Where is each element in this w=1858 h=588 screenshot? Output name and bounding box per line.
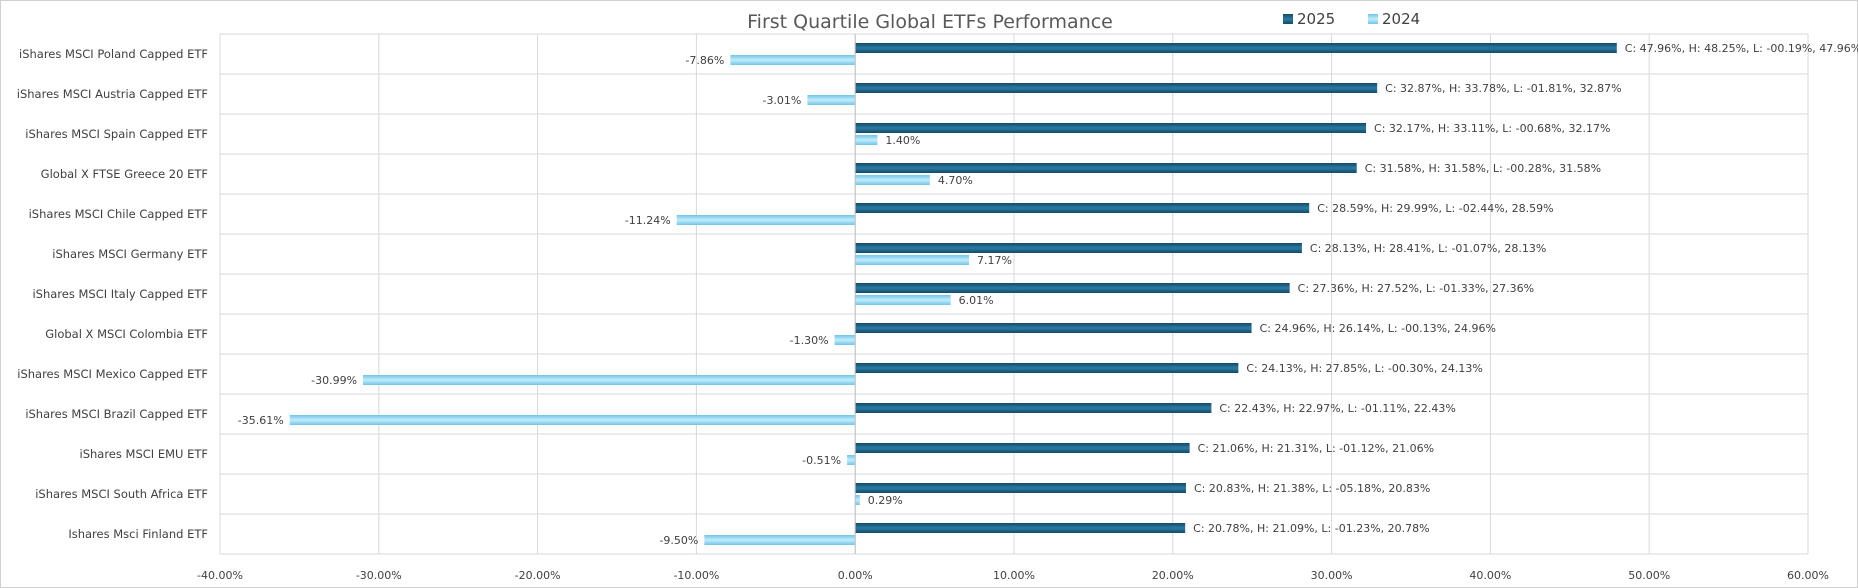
data-label-2024: 4.70% xyxy=(938,174,973,187)
x-tick-label: 60.00% xyxy=(1787,569,1829,582)
data-label-2024: -1.30% xyxy=(790,334,829,347)
bar-2024 xyxy=(730,55,856,65)
data-label-2025: C: 32.87%, H: 33.78%, L: -01.81%, 32.87% xyxy=(1385,82,1621,95)
data-label-2025: C: 24.13%, H: 27.85%, L: -00.30%, 24.13% xyxy=(1246,362,1482,375)
bar-2024 xyxy=(704,535,856,545)
legend-swatch-2025 xyxy=(1283,14,1293,24)
bar-2024 xyxy=(807,95,856,105)
bar-2025 xyxy=(855,163,1357,173)
bar-2025 xyxy=(855,403,1212,413)
data-label-2024: -3.01% xyxy=(762,94,801,107)
axis-layer: -40.00% -30.00% -20.00% -10.00% 0.00% 10.00% 2… xyxy=(17,34,1829,582)
bar-layer xyxy=(289,43,1617,545)
chart-title: First Quartile Global ETFs Performance xyxy=(747,11,1113,33)
data-label-2025: C: 22.43%, H: 22.97%, L: -01.11%, 22.43% xyxy=(1219,402,1455,415)
data-label-2025: C: 31.58%, H: 31.58%, L: -00.28%, 31.58% xyxy=(1365,162,1601,175)
data-label-2025: C: 20.78%, H: 21.09%, L: -01.23%, 20.78% xyxy=(1193,522,1429,535)
data-label-2025: C: 20.83%, H: 21.38%, L: -05.18%, 20.83% xyxy=(1194,482,1430,495)
x-tick-label: -20.00% xyxy=(515,569,561,582)
bar-2025 xyxy=(855,483,1186,493)
category-label: iShares MSCI Germany ETF xyxy=(52,247,208,261)
data-label-2025: C: 21.06%, H: 21.31%, L: -01.12%, 21.06% xyxy=(1198,442,1434,455)
bar-2025 xyxy=(855,123,1367,133)
x-tick-label: -40.00% xyxy=(197,569,243,582)
x-tick-label: 50.00% xyxy=(1628,569,1670,582)
data-label-2024: 0.29% xyxy=(868,494,903,507)
x-tick-label: 20.00% xyxy=(1152,569,1194,582)
category-label: iShares MSCI Chile Capped ETF xyxy=(29,207,208,221)
x-tick-label: 10.00% xyxy=(993,569,1035,582)
x-tick-label: -10.00% xyxy=(673,569,719,582)
data-label-2025: C: 32.17%, H: 33.11%, L: -00.68%, 32.17% xyxy=(1374,122,1610,135)
bar-2025 xyxy=(855,83,1378,93)
data-label-2025: C: 27.36%, H: 27.52%, L: -01.33%, 27.36% xyxy=(1298,282,1534,295)
bar-2025 xyxy=(855,243,1302,253)
data-label-2024: -7.86% xyxy=(685,54,724,67)
data-label-2024: -0.51% xyxy=(802,454,841,467)
data-label-2024: 7.17% xyxy=(977,254,1012,267)
data-label-2025: C: 24.96%, H: 26.14%, L: -00.13%, 24.96% xyxy=(1260,322,1496,335)
bar-2024 xyxy=(676,215,856,225)
bar-2024 xyxy=(855,175,930,185)
bar-2025 xyxy=(855,203,1310,213)
legend: 2025 2024 xyxy=(1283,10,1420,28)
category-label: iShares MSCI Brazil Capped ETF xyxy=(25,407,208,421)
bar-2025 xyxy=(855,363,1239,373)
bar-2024 xyxy=(855,255,970,265)
legend-swatch-2024 xyxy=(1368,14,1378,24)
data-label-2024: 6.01% xyxy=(959,294,994,307)
category-label: iShares MSCI EMU ETF xyxy=(80,447,209,461)
category-label: iShares MSCI Poland Capped ETF xyxy=(19,47,208,61)
category-label: iShares MSCI Austria Capped ETF xyxy=(17,87,208,101)
data-label-2025: C: 28.13%, H: 28.41%, L: -01.07%, 28.13% xyxy=(1310,242,1546,255)
data-label-2024: -9.50% xyxy=(659,534,698,547)
x-tick-label: 30.00% xyxy=(1311,569,1353,582)
data-label-2025: C: 47.96%, H: 48.25%, L: -00.19%, 47.96% xyxy=(1625,42,1858,55)
data-label-2025: C: 28.59%, H: 29.99%, L: -02.44%, 28.59% xyxy=(1317,202,1553,215)
category-label: Global X FTSE Greece 20 ETF xyxy=(41,167,208,181)
bar-2025 xyxy=(855,523,1186,533)
x-tick-label: 0.00% xyxy=(838,569,873,582)
data-label-2024: -35.61% xyxy=(238,414,284,427)
category-label: iShares MSCI South Africa ETF xyxy=(35,487,208,501)
bar-2024 xyxy=(855,135,878,145)
bar-2024 xyxy=(289,415,856,425)
legend-label-2025: 2025 xyxy=(1297,10,1335,28)
bar-2024 xyxy=(363,375,856,385)
bar-2024 xyxy=(855,295,951,305)
bar-2024 xyxy=(855,495,860,505)
data-label-2024: -11.24% xyxy=(625,214,671,227)
bar-2024 xyxy=(834,335,856,345)
legend-label-2024: 2024 xyxy=(1382,10,1420,28)
bar-2025 xyxy=(855,443,1190,453)
bar-2024 xyxy=(847,455,856,465)
category-label: iShares MSCI Spain Capped ETF xyxy=(25,127,208,141)
category-label: iShares MSCI Italy Capped ETF xyxy=(32,287,208,301)
category-label: Ishares Msci Finland ETF xyxy=(68,527,208,541)
category-label: iShares MSCI Mexico Capped ETF xyxy=(17,367,208,381)
x-tick-label: -30.00% xyxy=(356,569,402,582)
bar-2025 xyxy=(855,283,1290,293)
data-label-2024: -30.99% xyxy=(311,374,357,387)
x-tick-label: 40.00% xyxy=(1469,569,1511,582)
label-layer: C: 47.96%, H: 48.25%, L: -00.19%, 47.96%… xyxy=(238,42,1858,547)
bar-2025 xyxy=(855,323,1252,333)
category-label: Global X MSCI Colombia ETF xyxy=(45,327,208,341)
data-label-2024: 1.40% xyxy=(885,134,920,147)
bar-2025 xyxy=(855,43,1617,53)
